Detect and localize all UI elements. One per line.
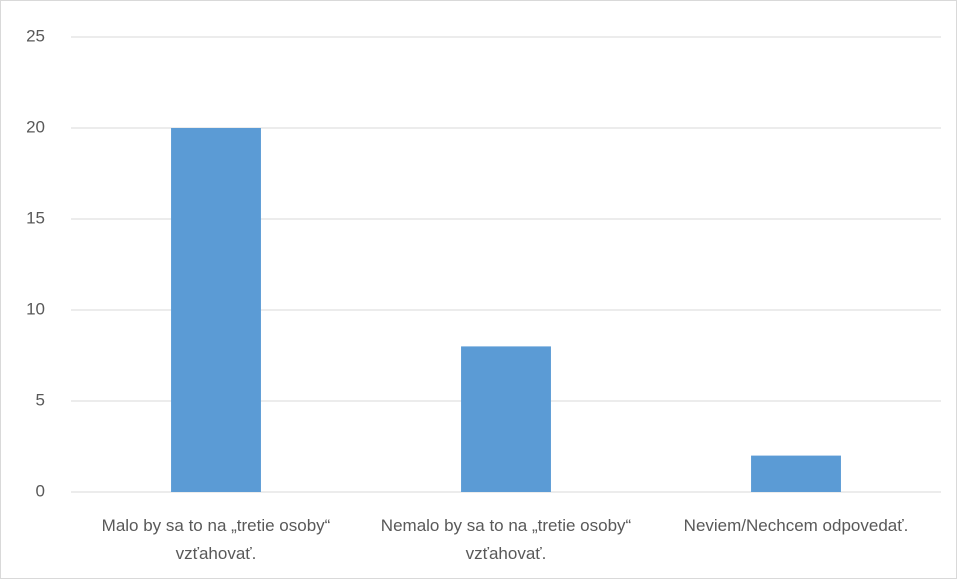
y-tick-label: 20: [26, 117, 45, 136]
bar: [751, 455, 841, 492]
y-tick-label: 15: [26, 208, 45, 227]
bar: [171, 128, 261, 492]
x-tick-label: Malo by sa to na „tretie osoby“ vzťahova…: [101, 516, 331, 563]
y-tick-label: 25: [26, 26, 45, 45]
y-tick-label: 0: [36, 481, 45, 500]
y-tick-label: 5: [36, 390, 45, 409]
x-tick-label: Nemalo by sa to na „tretie osoby“ vzťaho…: [380, 516, 632, 563]
x-tick-label: Neviem/Nechcem odpovedať.: [683, 516, 909, 535]
bar: [461, 346, 551, 492]
y-tick-label: 10: [26, 299, 45, 318]
